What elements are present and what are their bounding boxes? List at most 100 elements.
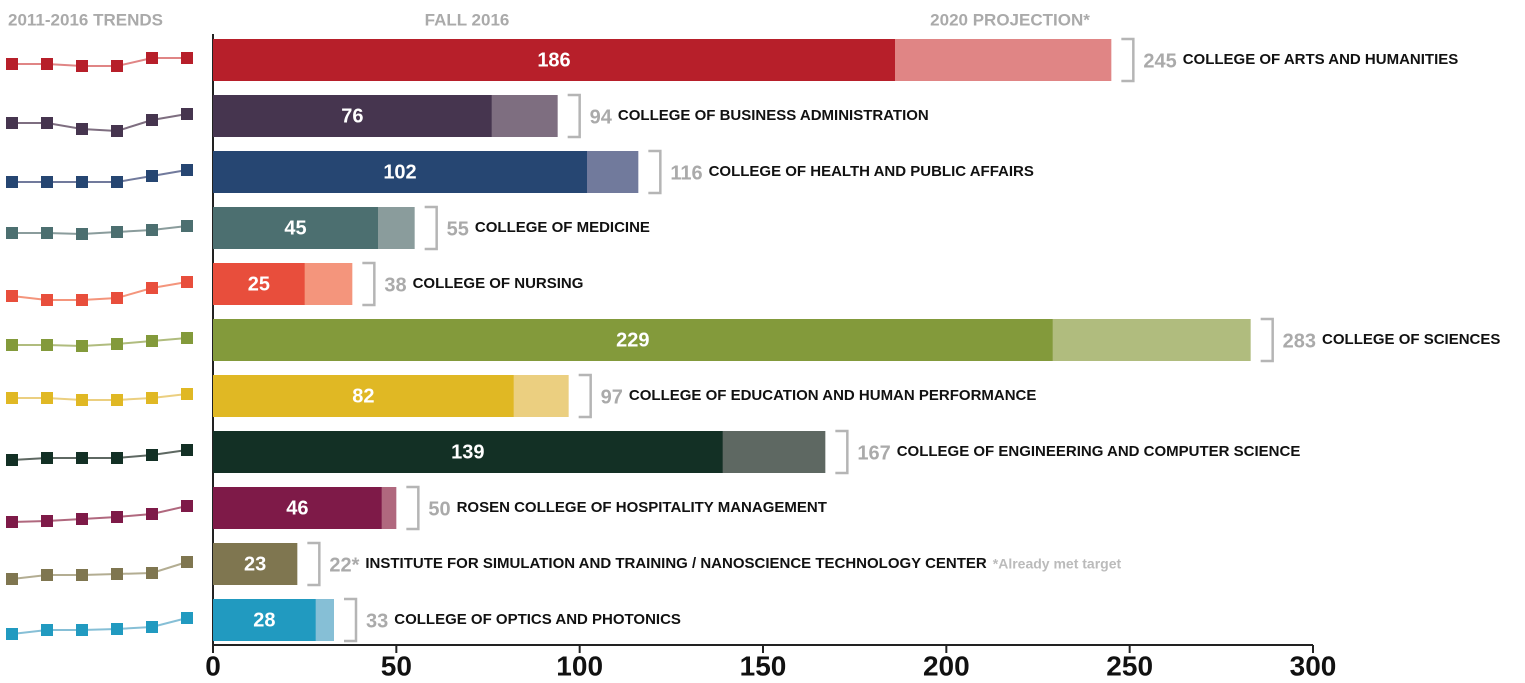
trend-point xyxy=(146,224,158,236)
trend-point xyxy=(41,392,53,404)
trend-point xyxy=(76,176,88,188)
current-bar xyxy=(213,95,492,137)
bracket xyxy=(835,429,849,475)
trend-line xyxy=(11,449,188,461)
current-label: 82 xyxy=(352,385,374,407)
projection-label: 94 xyxy=(590,106,613,128)
trend-point xyxy=(76,294,88,306)
trend-line xyxy=(12,393,188,401)
trend-point xyxy=(146,392,158,404)
current-label: 186 xyxy=(537,49,570,71)
current-label: 28 xyxy=(253,609,275,631)
trend-point xyxy=(6,290,18,302)
projection-title: 2020 PROJECTION* xyxy=(930,10,1090,29)
x-tick-label: 100 xyxy=(556,650,603,681)
current-label: 102 xyxy=(383,161,416,183)
current-label: 45 xyxy=(284,217,306,239)
trend-point xyxy=(181,220,193,232)
trend-point xyxy=(41,569,53,581)
trend-point xyxy=(6,573,18,585)
trend-point xyxy=(111,623,123,635)
bracket xyxy=(1121,37,1135,83)
projection-label: 245 xyxy=(1143,50,1176,72)
projection-label: 97 xyxy=(601,386,623,408)
current-label: 23 xyxy=(244,553,266,575)
trend-point xyxy=(76,452,88,464)
trend-point xyxy=(181,612,193,624)
trend-point xyxy=(41,117,53,129)
trend-point xyxy=(41,58,53,70)
category-label: ROSEN COLLEGE OF HOSPITALITY MANAGEMENT xyxy=(457,499,827,516)
trend-point xyxy=(111,452,123,464)
category-label: COLLEGE OF OPTICS AND PHOTONICS xyxy=(394,611,681,628)
trend-point xyxy=(146,335,158,347)
current-label: 229 xyxy=(616,329,649,351)
bracket xyxy=(648,149,662,195)
trend-point xyxy=(76,60,88,72)
projection-label: 22* xyxy=(329,554,359,576)
trend-point xyxy=(6,392,18,404)
trend-point xyxy=(76,123,88,135)
x-tick-label: 300 xyxy=(1290,650,1337,681)
category-label: COLLEGE OF ENGINEERING AND COMPUTER SCIE… xyxy=(897,443,1301,460)
trend-point xyxy=(146,508,158,520)
trend-point xyxy=(6,227,18,239)
current-bar xyxy=(213,543,298,585)
trend-point xyxy=(6,117,18,129)
trend-point xyxy=(41,176,53,188)
trend-point xyxy=(6,516,18,528)
trend-line xyxy=(11,281,188,301)
trend-line xyxy=(11,505,188,523)
trend-point xyxy=(181,388,193,400)
trend-point xyxy=(146,114,158,126)
trend-point xyxy=(111,568,123,580)
trend-line xyxy=(12,337,188,348)
x-tick-label: 0 xyxy=(205,650,221,681)
trend-point xyxy=(111,394,123,406)
category-label: COLLEGE OF SCIENCES xyxy=(1322,331,1500,348)
projection-label: 167 xyxy=(857,442,890,464)
current-bar xyxy=(213,599,316,641)
trend-point xyxy=(76,228,88,240)
projection-label: 283 xyxy=(1283,330,1316,352)
trend-point xyxy=(76,513,88,525)
x-tick-label: 150 xyxy=(740,650,787,681)
trend-point xyxy=(146,449,158,461)
bracket xyxy=(307,541,321,587)
x-tick-label: 250 xyxy=(1106,650,1153,681)
trend-point xyxy=(181,332,193,344)
trend-point xyxy=(111,338,123,350)
trend-line xyxy=(12,169,188,183)
trend-point xyxy=(111,511,123,523)
current-bar xyxy=(213,487,382,529)
current-bar xyxy=(213,375,514,417)
trend-point xyxy=(181,52,193,64)
trend-point xyxy=(146,621,158,633)
category-label: COLLEGE OF EDUCATION AND HUMAN PERFORMAN… xyxy=(629,387,1037,404)
trend-point xyxy=(76,340,88,352)
note: *Already met target xyxy=(993,556,1122,572)
x-tick-label: 200 xyxy=(923,650,970,681)
current-label: 76 xyxy=(341,105,363,127)
trend-point xyxy=(111,292,123,304)
current-label: 46 xyxy=(286,497,308,519)
trend-point xyxy=(6,628,18,640)
trend-point xyxy=(41,624,53,636)
trend-point xyxy=(146,282,158,294)
trend-point xyxy=(41,339,53,351)
category-label: COLLEGE OF HEALTH AND PUBLIC AFFAIRS xyxy=(709,163,1034,180)
trend-point xyxy=(76,624,88,636)
bracket xyxy=(344,597,358,643)
current-label: 139 xyxy=(451,441,484,463)
bracket xyxy=(1260,317,1274,363)
trend-line xyxy=(12,113,188,133)
trend-point xyxy=(111,60,123,72)
trend-point xyxy=(41,452,53,464)
trend-point xyxy=(181,108,193,120)
trend-point xyxy=(6,454,18,466)
current-bar xyxy=(213,263,305,305)
bracket xyxy=(578,373,592,419)
projection-label: 38 xyxy=(384,274,406,296)
trend-point xyxy=(146,170,158,182)
